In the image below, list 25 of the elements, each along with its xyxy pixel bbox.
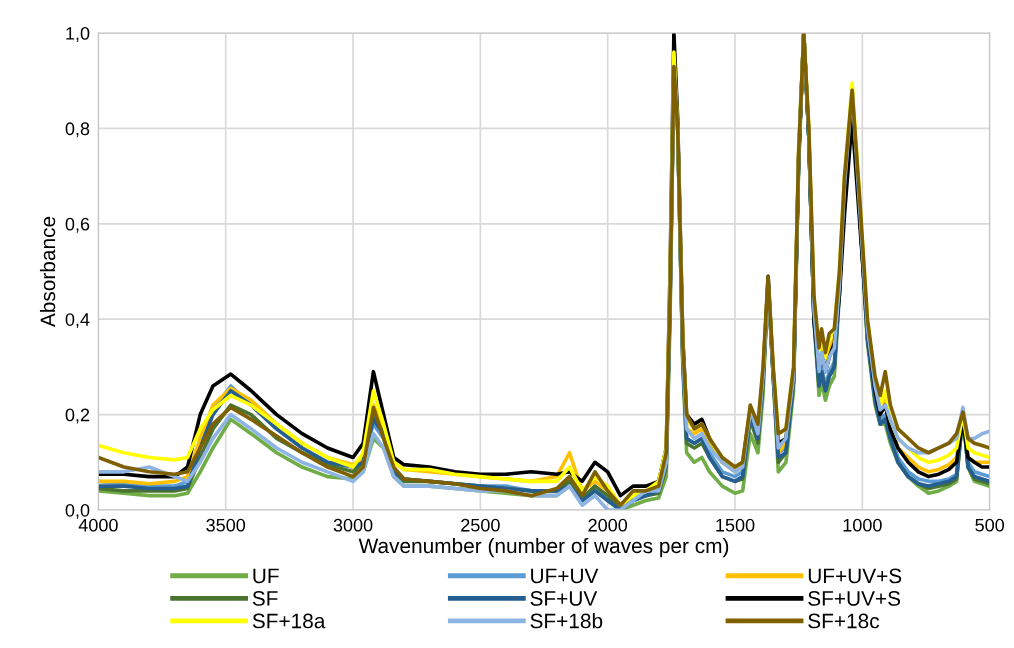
legend-label: SF+UV xyxy=(530,591,598,606)
legend-label: UF xyxy=(253,568,279,584)
y-tick-label: 0,6 xyxy=(65,217,90,233)
legend-label: SF+18c xyxy=(808,613,880,629)
legend-label: UF+UV xyxy=(531,568,599,584)
y-axis-title: Absorbance xyxy=(39,216,56,328)
legend-label: SF+18a xyxy=(252,613,326,629)
y-tick-label: 0,2 xyxy=(65,408,90,424)
legend-label: SF+UV+S xyxy=(808,591,901,606)
legend-label: SF xyxy=(252,591,278,606)
x-tick-label: 2000 xyxy=(588,518,628,532)
y-tick-label: 0,4 xyxy=(65,313,90,329)
legend-label: UF+UV+S xyxy=(808,568,902,584)
y-tick-label: 0,8 xyxy=(65,122,90,138)
y-tick-label: 1,0 xyxy=(66,26,90,42)
x-tick-label: 1000 xyxy=(843,518,882,532)
legend-label: SF+18b xyxy=(530,613,603,629)
x-axis-title: Wavenumber (number of waves per cm) xyxy=(358,537,729,558)
x-tick-label: 500 xyxy=(975,518,1005,532)
x-tick-label: 4000 xyxy=(78,518,118,532)
x-tick-label: 3000 xyxy=(333,518,373,532)
x-tick-label: 1500 xyxy=(716,518,755,532)
y-tick-label: 0,0 xyxy=(65,503,90,519)
x-tick-label: 3500 xyxy=(206,518,246,532)
x-tick-label: 2500 xyxy=(461,518,500,532)
